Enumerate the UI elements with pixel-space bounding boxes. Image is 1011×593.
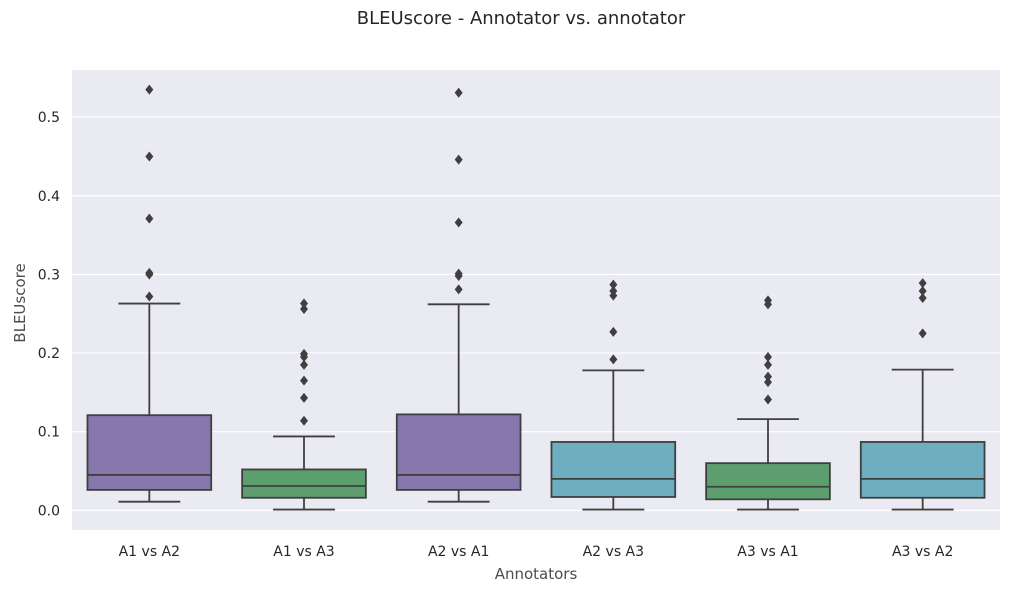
x-tick-label: A3 vs A2: [892, 544, 953, 560]
outlier-point: [764, 295, 772, 306]
y-tick-label: 0.3: [38, 267, 60, 283]
x-tick-label: A2 vs A3: [583, 544, 644, 560]
iqr-box: [86, 414, 213, 491]
outlier-point: [300, 415, 308, 426]
outlier-point: [454, 87, 463, 98]
outlier-point: [454, 284, 463, 295]
outlier-point: [609, 326, 618, 337]
outlier-point: [609, 354, 618, 365]
outlier-point: [609, 285, 618, 296]
outlier-point: [300, 392, 308, 403]
iqr-box: [395, 413, 522, 491]
outlier-point: [145, 84, 154, 95]
outlier-point: [764, 371, 772, 382]
outlier-point: [609, 279, 618, 290]
iqr-box: [241, 468, 367, 499]
outlier-point: [764, 394, 772, 405]
x-tick-label: A1 vs A2: [119, 544, 180, 560]
outlier-point: [145, 213, 154, 224]
y-axis-ticks: 0.0 0.1 0.2 0.3 0.4 0.5: [38, 110, 60, 519]
y-tick-label: 0.4: [38, 189, 60, 205]
outlier-point: [918, 293, 927, 304]
chart-title: BLEUscore - Annotator vs. annotator: [357, 8, 686, 29]
box-3: [395, 87, 522, 503]
plot-area: [72, 70, 1000, 530]
box-6: [859, 278, 986, 511]
outlier-point: [454, 154, 463, 165]
iqr-box: [859, 441, 986, 499]
outlier-point: [300, 298, 308, 309]
x-tick-label: A1 vs A3: [273, 544, 334, 560]
outlier-point: [300, 359, 308, 370]
x-axis-label: Annotators: [495, 565, 578, 583]
outlier-point: [454, 217, 463, 228]
x-tick-label: A2 vs A1: [428, 544, 489, 560]
outlier-point: [145, 291, 154, 302]
grid-lines: [72, 116, 1000, 511]
box-2: [241, 298, 367, 511]
y-tick-label: 0.0: [38, 503, 60, 519]
outlier-point: [454, 268, 463, 279]
iqr-box: [705, 462, 831, 501]
outlier-point: [300, 348, 308, 359]
box-4: [550, 279, 677, 511]
outlier-point: [918, 285, 927, 296]
outlier-point: [764, 352, 772, 363]
outlier-point: [145, 267, 154, 278]
outlier-point: [764, 359, 772, 370]
iqr-box: [550, 441, 677, 498]
x-tick-label: A3 vs A1: [737, 544, 798, 560]
outlier-point: [300, 304, 308, 315]
box-5: [705, 295, 831, 511]
y-axis-label: BLEUscore: [11, 263, 29, 342]
outlier-point: [300, 375, 308, 386]
y-tick-label: 0.2: [38, 346, 60, 362]
outlier-point: [918, 328, 927, 339]
x-axis-ticks: A1 vs A2 A1 vs A3 A2 vs A1 A2 vs A3 A3 vs A1…: [119, 544, 954, 560]
outlier-point: [918, 278, 927, 289]
y-tick-label: 0.5: [38, 110, 60, 126]
y-tick-label: 0.1: [38, 425, 60, 441]
outlier-point: [145, 151, 154, 162]
box-series: [86, 84, 986, 511]
box-1: [86, 84, 213, 503]
outlier-point: [764, 377, 772, 388]
